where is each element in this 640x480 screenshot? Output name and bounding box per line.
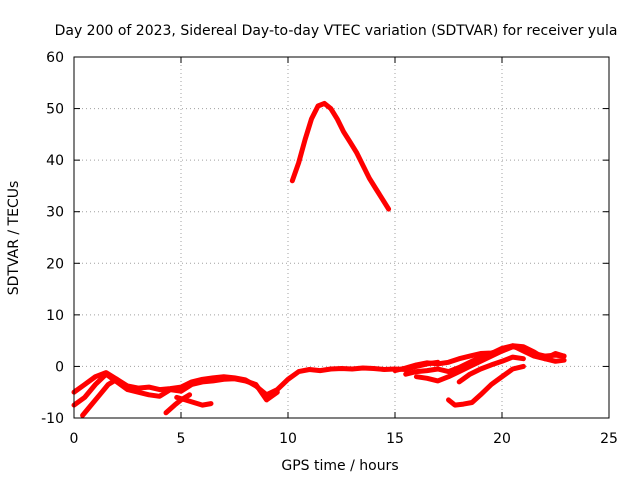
y-tick-label: 30 <box>46 205 64 221</box>
y-axis-label: SDTVAR / TECUs <box>6 181 22 296</box>
y-tick-label: -10 <box>41 411 64 427</box>
x-axis-label: GPS time / hours <box>281 458 398 474</box>
series-layer <box>71 100 567 418</box>
x-tick-label: 0 <box>70 431 79 447</box>
y-tick-label: 20 <box>46 256 64 272</box>
y-tick-label: 50 <box>46 102 64 118</box>
series-track-3 <box>80 376 128 418</box>
series-track-11 <box>446 363 526 408</box>
x-tick-label: 10 <box>279 431 297 447</box>
plot-frame <box>73 56 610 419</box>
chart-title: Day 200 of 2023, Sidereal Day-to-day VTE… <box>55 23 618 39</box>
ticks: 0 5 10 15 20 25 -10 0 10 20 30 40 50 60 <box>41 50 618 447</box>
series-track-2 <box>71 371 280 408</box>
grid <box>74 57 609 418</box>
series-track-6 <box>289 100 392 212</box>
y-tick-label: 40 <box>46 153 64 169</box>
x-tick-label: 5 <box>177 431 186 447</box>
x-tick-label: 15 <box>386 431 404 447</box>
series-track-9 <box>413 343 567 384</box>
x-tick-label: 20 <box>493 431 511 447</box>
x-tick-label: 25 <box>600 431 618 447</box>
y-tick-label: 10 <box>46 308 64 324</box>
y-tick-label: 60 <box>46 50 64 66</box>
series-track-10 <box>456 354 526 385</box>
y-tick-label: 0 <box>55 359 64 375</box>
series-track-5 <box>174 394 214 408</box>
